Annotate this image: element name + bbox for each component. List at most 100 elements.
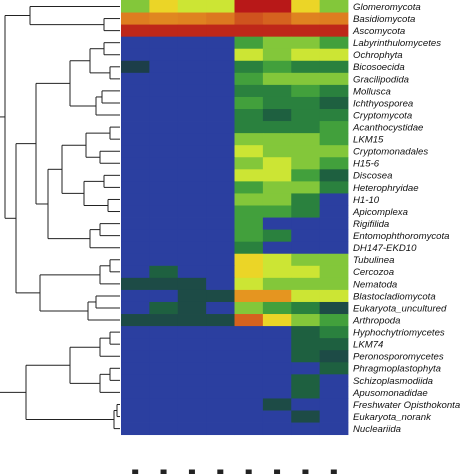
heatmap-cell [319, 410, 349, 423]
heatmap-cell [206, 96, 235, 110]
heatmap-cell [262, 12, 292, 25]
heatmap-cell [149, 241, 179, 255]
heatmap-cell [319, 350, 349, 363]
heatmap-cell [177, 24, 207, 38]
heatmap-cell [121, 289, 150, 303]
heatmap-cell [234, 205, 264, 218]
heatmap-cell [177, 362, 207, 375]
heatmap-cell [177, 169, 207, 182]
heatmap-cell [149, 217, 179, 231]
heatmap-cell [121, 109, 150, 122]
heatmap-cell [206, 48, 235, 62]
column-label-stub [132, 469, 139, 474]
heatmap-cell [206, 84, 235, 98]
heatmap-cell [291, 289, 321, 303]
heatmap-cell [319, 289, 349, 303]
heatmap-cell [149, 109, 179, 122]
heatmap-cell [177, 181, 207, 194]
heatmap-cell [262, 121, 292, 134]
heatmap-cell [291, 145, 321, 158]
heatmap-cell [121, 96, 150, 110]
heatmap-cell [262, 133, 292, 146]
heatmap-cell [291, 24, 321, 38]
heatmap-cell [234, 301, 264, 315]
heatmap-cell [206, 169, 235, 182]
heatmap-cell [149, 36, 179, 50]
heatmap-cell [121, 386, 150, 399]
heatmap-cell [234, 96, 264, 110]
heatmap-cell [234, 133, 264, 146]
heatmap-cell [177, 84, 207, 98]
heatmap-cell [291, 217, 321, 231]
heatmap-cell [177, 241, 207, 255]
heatmap-cell [234, 362, 264, 375]
row-label: H15-6 [353, 159, 380, 170]
heatmap-cell [234, 36, 264, 50]
heatmap-cell [149, 386, 179, 399]
heatmap-cell [121, 60, 150, 74]
heatmap-cell [291, 350, 321, 363]
heatmap-cell [121, 133, 150, 146]
heatmap-cell [234, 193, 264, 206]
heatmap-cell [262, 326, 292, 339]
heatmap-cell [206, 253, 235, 267]
heatmap-cell [206, 217, 235, 231]
heatmap-cell [262, 241, 292, 255]
heatmap-cell [149, 121, 179, 134]
heatmap-cell [319, 60, 349, 74]
heatmap-cell [262, 422, 292, 436]
row-label: Discosea [353, 171, 392, 182]
heatmap-cell [149, 145, 179, 158]
row-label: Mollusca [353, 86, 391, 97]
heatmap-cell [291, 265, 321, 279]
heatmap-cell [262, 60, 292, 74]
heatmap-cell [234, 12, 264, 25]
heatmap-cell [149, 277, 179, 291]
heatmap-cell [291, 205, 321, 218]
heatmap-cell [177, 36, 207, 50]
heatmap-cell [121, 84, 150, 98]
heatmap-cell [177, 314, 207, 327]
row-label: Peronosporomycetes [353, 352, 444, 363]
heatmap-cell [262, 36, 292, 50]
heatmap-cell [262, 217, 292, 231]
heatmap-cell [234, 84, 264, 98]
heatmap-cell [177, 193, 207, 206]
heatmap-cell [234, 48, 264, 62]
heatmap-cell [149, 338, 179, 351]
row-label: Blastocladiomycota [353, 291, 436, 302]
heatmap-cell [177, 301, 207, 315]
row-label: Schizoplasmodiida [353, 376, 433, 387]
heatmap-cell [177, 398, 207, 411]
heatmap-cell [291, 422, 321, 436]
heatmap-cell [291, 410, 321, 423]
heatmap-cell [291, 314, 321, 327]
heatmap-cell [206, 229, 235, 243]
heatmap-cell [177, 338, 207, 351]
heatmap-cell [121, 326, 150, 339]
heatmap-cell [149, 181, 179, 194]
heatmap-cell [262, 109, 292, 122]
row-label: Gracilipodida [353, 74, 409, 85]
heatmap-cell [319, 314, 349, 327]
heatmap-cell [206, 121, 235, 134]
heatmap-cell [262, 314, 292, 327]
heatmap-cell [177, 217, 207, 231]
heatmap-cell [177, 72, 207, 86]
heatmap-cell [149, 169, 179, 182]
heatmap-cell [206, 410, 235, 423]
row-label: Labyrinthulomycetes [353, 38, 441, 49]
heatmap-cell [262, 277, 292, 291]
heatmap-cell [291, 48, 321, 62]
heatmap-cell [319, 362, 349, 375]
heatmap-cell [234, 217, 264, 231]
heatmap-cell [262, 205, 292, 218]
heatmap-cell [234, 386, 264, 399]
row-label: Phragmoplastophyta [353, 364, 441, 375]
heatmap-cell [177, 205, 207, 218]
column-label-stub [245, 469, 252, 474]
heatmap-cell [319, 109, 349, 122]
heatmap-cell [319, 277, 349, 291]
heatmap-cell [206, 12, 235, 25]
